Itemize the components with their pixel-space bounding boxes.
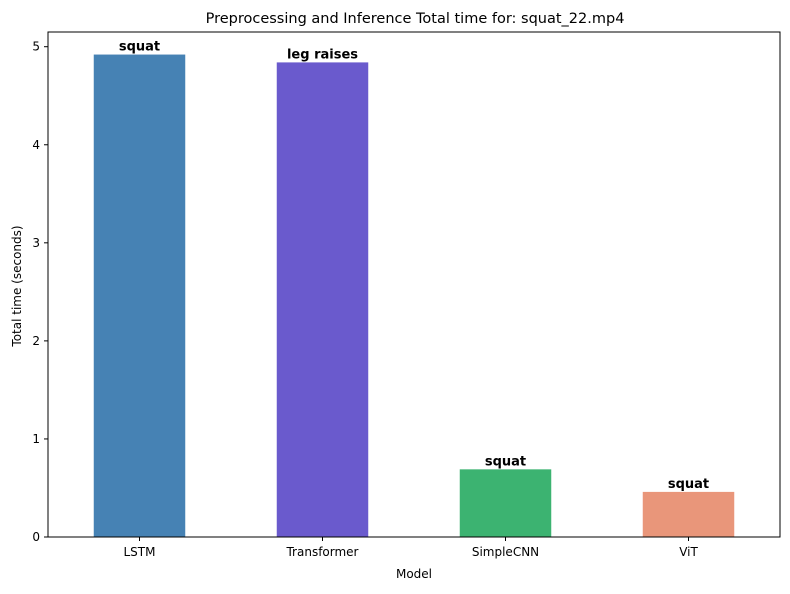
y-axis-label: Total time (seconds) xyxy=(10,225,24,347)
plot-frame xyxy=(47,31,781,538)
x-tick-label-transformer: Transformer xyxy=(285,545,358,559)
y-tick-label: 4 xyxy=(32,138,40,152)
bar-simplecnn xyxy=(459,469,552,537)
y-tick-label: 2 xyxy=(32,334,40,348)
bar-lstm xyxy=(93,54,186,537)
x-axis-label: Model xyxy=(396,567,432,581)
x-tick-label-lstm: LSTM xyxy=(124,545,156,559)
bar-label-simplecnn: squat xyxy=(485,454,526,469)
y-tick-label: 0 xyxy=(32,530,40,544)
bar-vit xyxy=(642,491,735,537)
x-tick-label-vit: ViT xyxy=(679,545,698,559)
y-tick-label: 1 xyxy=(32,432,40,446)
bar-label-lstm: squat xyxy=(119,40,160,55)
y-tick-label: 5 xyxy=(32,40,40,54)
x-tick-label-simplecnn: SimpleCNN xyxy=(472,545,539,559)
bar-label-transformer: leg raises xyxy=(287,47,358,62)
bar-label-vit: squat xyxy=(668,477,709,492)
y-tick-label: 3 xyxy=(32,236,40,250)
bar-transformer xyxy=(276,62,369,537)
chart-title: Preprocessing and Inference Total time f… xyxy=(206,11,625,27)
